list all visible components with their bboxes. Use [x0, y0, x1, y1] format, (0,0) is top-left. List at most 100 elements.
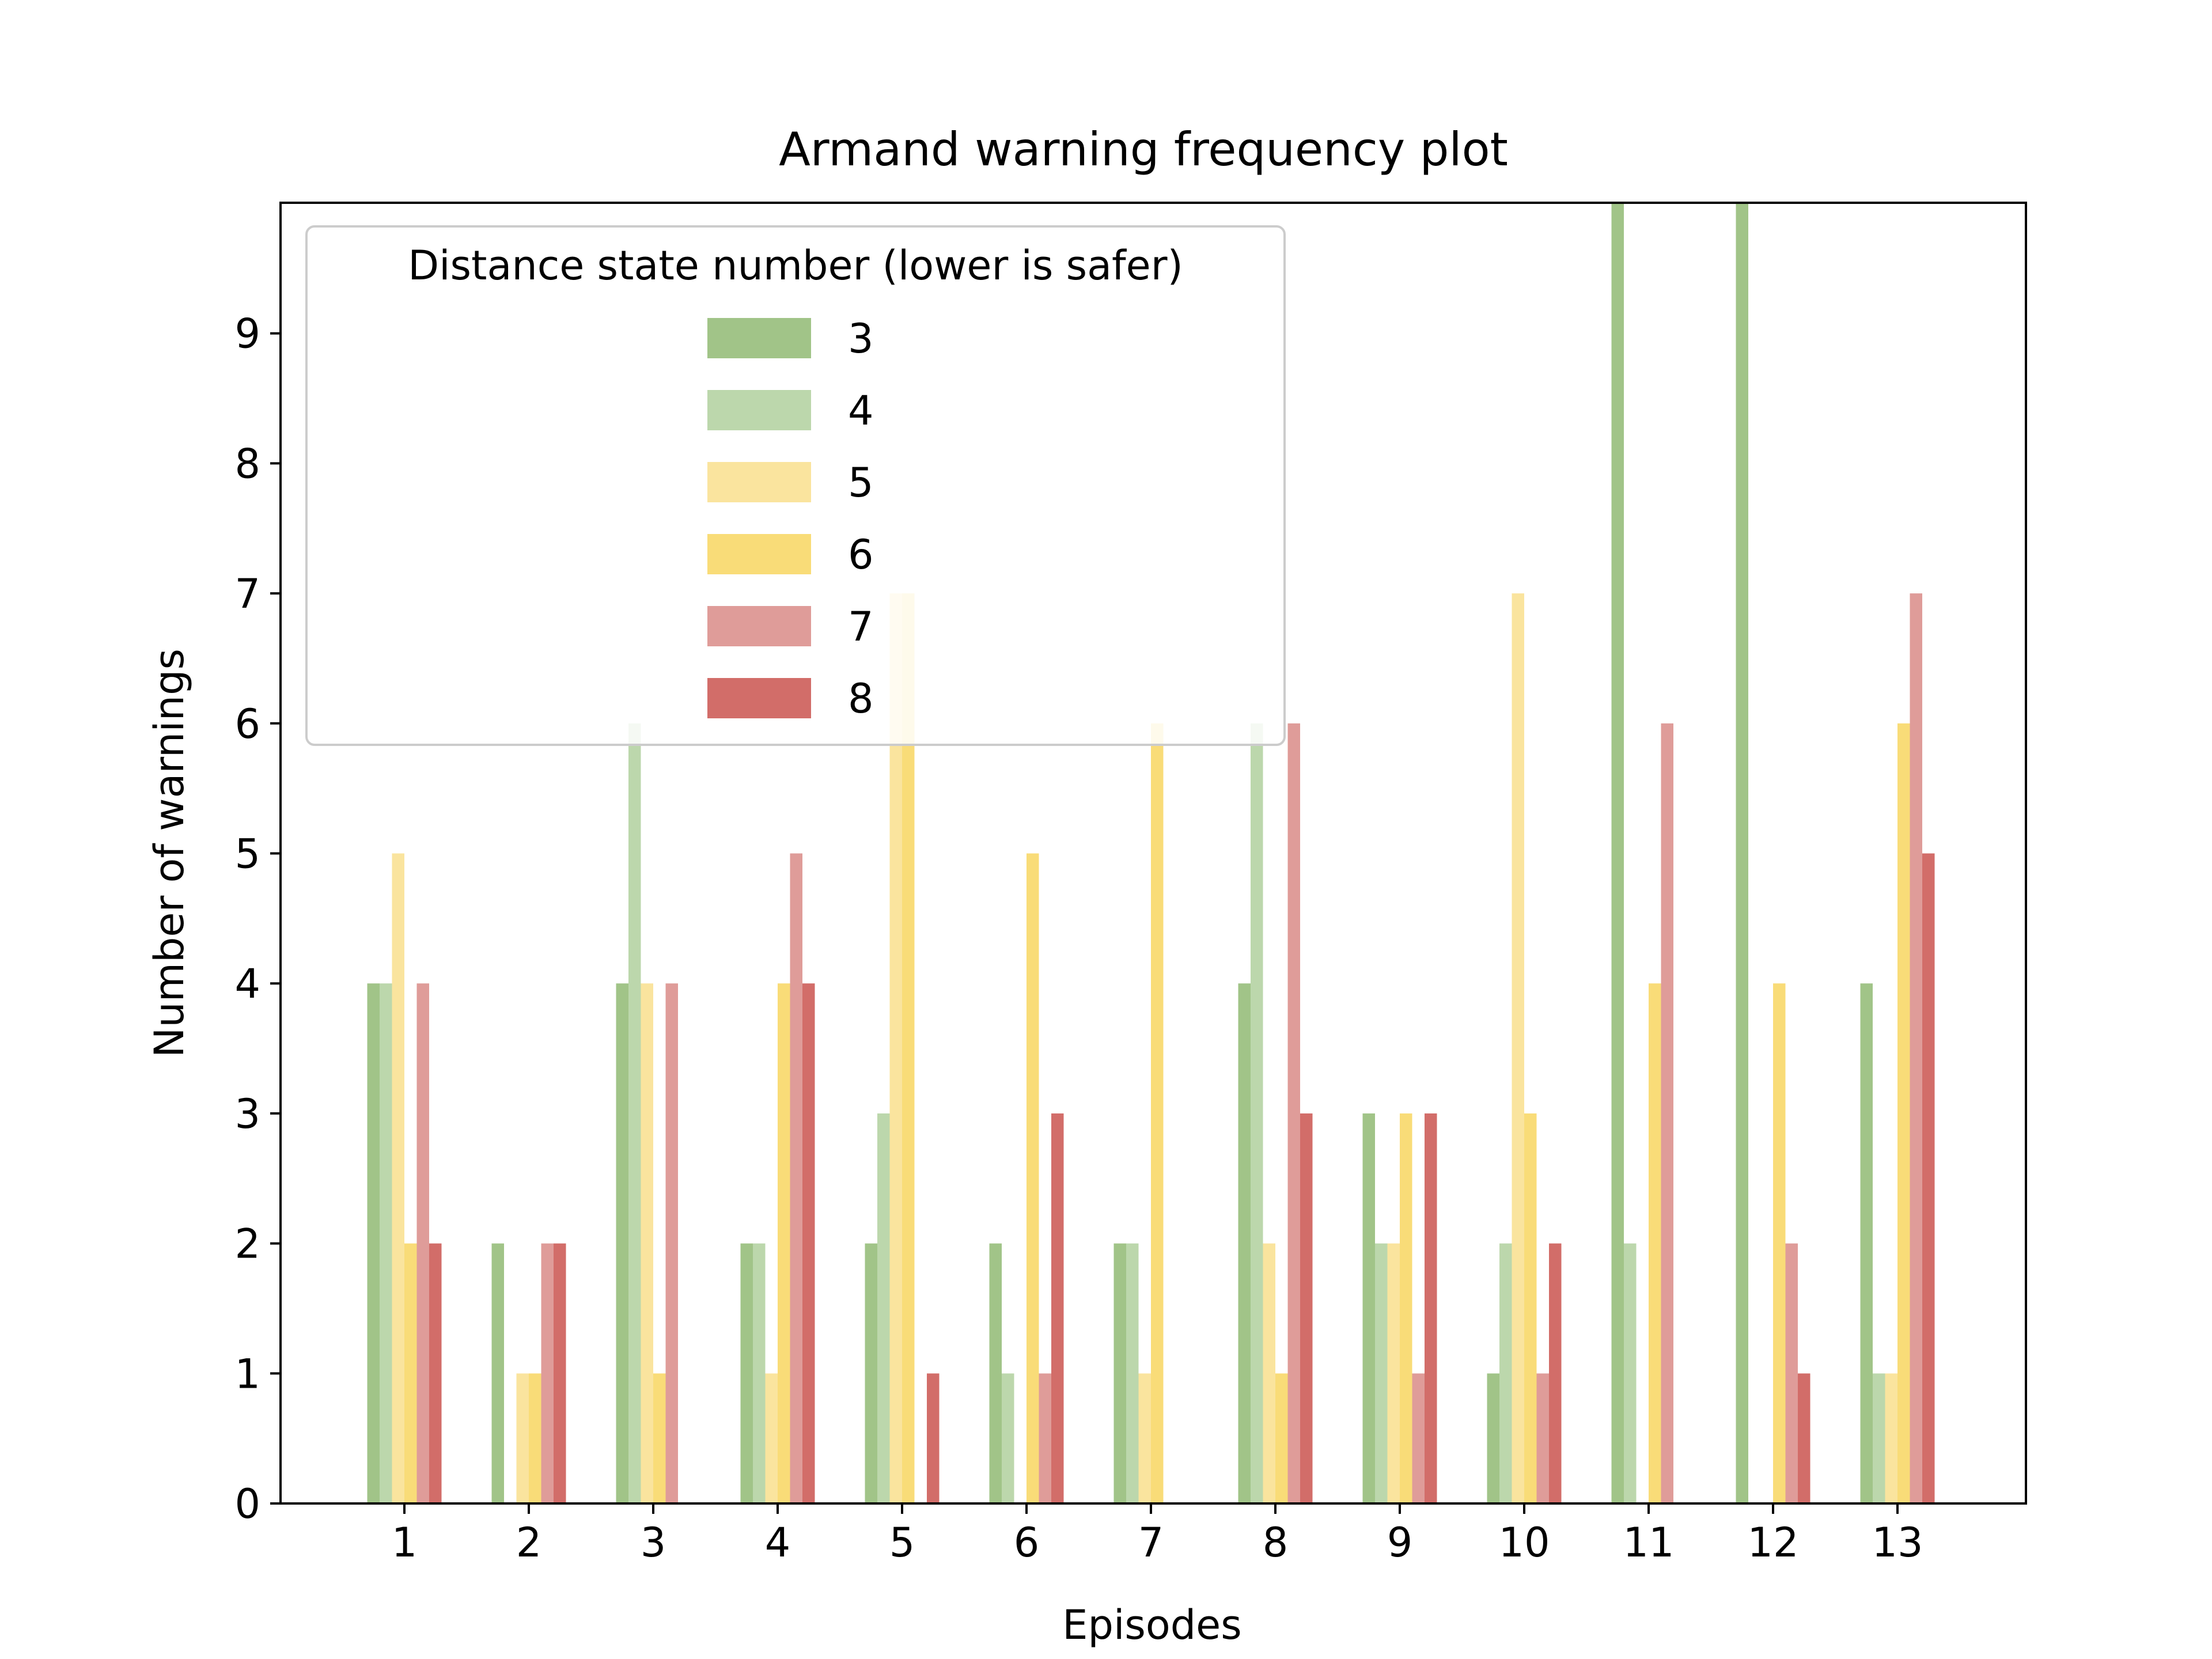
bar-episode-1-state-5 — [392, 853, 404, 1503]
bar-episode-10-state-6 — [1524, 1113, 1537, 1503]
bar-episode-2-state-3 — [491, 1243, 504, 1503]
bar-episode-7-state-5 — [1138, 1373, 1151, 1503]
bar-episode-3-state-7 — [665, 983, 678, 1503]
bar-episode-4-state-5 — [765, 1373, 778, 1503]
bar-episode-10-state-3 — [1487, 1373, 1499, 1503]
bar-episode-8-state-8 — [1300, 1113, 1313, 1503]
bar-episode-4-state-4 — [753, 1243, 766, 1503]
bar-episode-8-state-7 — [1287, 723, 1300, 1503]
bar-episode-9-state-3 — [1362, 1113, 1375, 1503]
bar-episode-13-state-5 — [1885, 1373, 1897, 1503]
legend-label-7: 7 — [848, 603, 874, 650]
bar-episode-12-state-8 — [1798, 1373, 1810, 1503]
bar-episode-5-state-4 — [877, 1113, 890, 1503]
bar-episode-8-state-5 — [1263, 1243, 1275, 1503]
x-tick-label: 9 — [1387, 1519, 1413, 1566]
x-tick-label: 10 — [1498, 1519, 1550, 1566]
bar-episode-6-state-8 — [1051, 1113, 1064, 1503]
x-tick-label: 11 — [1623, 1519, 1674, 1566]
bar-episode-10-state-8 — [1549, 1243, 1562, 1503]
bar-episode-2-state-7 — [541, 1243, 554, 1503]
bar-episode-4-state-6 — [778, 983, 790, 1503]
bar-episode-3-state-3 — [616, 983, 628, 1503]
bar-episode-9-state-4 — [1375, 1243, 1388, 1503]
bar-episode-2-state-6 — [529, 1373, 541, 1503]
y-axis-ticks: 0 1 2 3 4 5 6 7 8 9 — [234, 310, 281, 1528]
y-tick-label: 4 — [234, 960, 260, 1007]
bar-episode-5-state-6 — [902, 593, 915, 1503]
bar-episode-1-state-3 — [367, 983, 380, 1503]
chart-title: Armand warning frequency plot — [779, 123, 1508, 176]
y-tick-label: 8 — [234, 440, 260, 487]
legend: Distance state number (lower is safer) 3… — [305, 225, 1286, 746]
legend-label-4: 4 — [848, 387, 874, 434]
legend-label-8: 8 — [848, 675, 874, 722]
y-tick-label: 7 — [234, 570, 260, 618]
y-tick-label: 0 — [234, 1480, 260, 1528]
bar-episode-3-state-4 — [628, 723, 641, 1503]
bar-episode-1-state-7 — [416, 983, 429, 1503]
x-axis-label: Episodes — [1062, 1601, 1241, 1649]
legend-swatch-5 — [707, 462, 811, 502]
x-tick-label: 5 — [889, 1519, 915, 1566]
bar-episode-9-state-7 — [1412, 1373, 1425, 1503]
bar-episode-9-state-8 — [1425, 1113, 1437, 1503]
legend-label-6: 6 — [848, 531, 874, 578]
bar-episode-8-state-6 — [1275, 1373, 1288, 1503]
bar-episode-1-state-4 — [380, 983, 392, 1503]
bar-episode-11-state-7 — [1661, 723, 1673, 1503]
bar-episode-2-state-5 — [516, 1373, 529, 1503]
bar-episode-6-state-3 — [989, 1243, 1002, 1503]
bar-episode-1-state-8 — [429, 1243, 442, 1503]
plot-frame — [279, 202, 2027, 1505]
x-tick-label: 6 — [1014, 1519, 1040, 1566]
bar-episode-11-state-3 — [1611, 203, 1624, 1503]
bar-episode-4-state-7 — [790, 853, 802, 1503]
bar-episode-6-state-4 — [1002, 1373, 1014, 1503]
bar-episode-8-state-4 — [1251, 723, 1263, 1503]
bar-episode-6-state-6 — [1027, 853, 1039, 1503]
y-tick-label: 2 — [234, 1221, 260, 1268]
bar-episode-5-state-3 — [865, 1243, 877, 1503]
legend-label-5: 5 — [848, 459, 874, 506]
y-tick-label: 5 — [234, 831, 260, 878]
bar-episode-4-state-8 — [802, 983, 815, 1503]
bar-episode-10-state-7 — [1536, 1373, 1549, 1503]
legend-swatch-6 — [707, 534, 811, 574]
legend-label-3: 3 — [848, 315, 874, 362]
bar-episode-12-state-7 — [1785, 1243, 1798, 1503]
bar-episode-3-state-5 — [641, 983, 653, 1503]
x-tick-label: 4 — [765, 1519, 791, 1566]
bar-episode-13-state-8 — [1922, 853, 1935, 1503]
x-tick-label: 13 — [1872, 1519, 1923, 1566]
y-tick-label: 3 — [234, 1090, 260, 1138]
legend-title: Distance state number (lower is safer) — [408, 242, 1183, 289]
bar-episode-4-state-3 — [740, 1243, 753, 1503]
x-tick-label: 3 — [641, 1519, 666, 1566]
bar-episode-11-state-6 — [1649, 983, 1661, 1503]
y-axis-label: Number of warnings — [146, 649, 193, 1058]
bar-episode-10-state-4 — [1499, 1243, 1512, 1503]
x-tick-label: 7 — [1138, 1519, 1164, 1566]
bar-episode-10-state-5 — [1512, 593, 1524, 1503]
bar-episode-7-state-3 — [1113, 1243, 1126, 1503]
y-tick-label: 1 — [234, 1350, 260, 1397]
bar-episode-1-state-6 — [404, 1243, 417, 1503]
bar-episode-13-state-6 — [1897, 723, 1910, 1503]
x-tick-label: 8 — [1263, 1519, 1289, 1566]
legend-swatch-3 — [707, 318, 811, 358]
bar-episode-9-state-6 — [1400, 1113, 1412, 1503]
x-tick-label: 1 — [392, 1519, 418, 1566]
bar-episode-11-state-4 — [1624, 1243, 1637, 1503]
bar-episode-9-state-5 — [1387, 1243, 1400, 1503]
bar-episode-5-state-5 — [889, 593, 902, 1503]
bar-episode-12-state-3 — [1736, 203, 1748, 1503]
x-axis-ticks: 1 2 3 4 5 6 7 8 9 10 11 12 13 — [392, 1503, 1923, 1566]
bars-group — [367, 203, 1935, 1503]
x-tick-label: 12 — [1747, 1519, 1798, 1566]
y-tick-label: 6 — [234, 700, 260, 748]
bar-episode-5-state-8 — [927, 1373, 940, 1503]
y-tick-label: 9 — [234, 310, 260, 358]
bar-episode-13-state-3 — [1860, 983, 1873, 1503]
